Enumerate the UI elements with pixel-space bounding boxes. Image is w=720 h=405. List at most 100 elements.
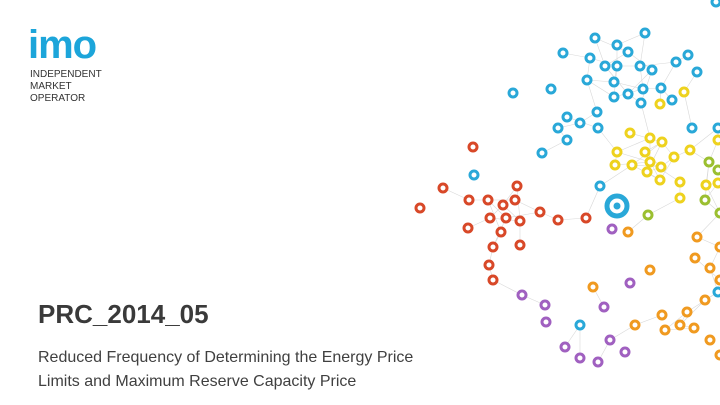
network-node (654, 98, 666, 110)
network-node (639, 27, 651, 39)
network-node (703, 156, 715, 168)
network-node (712, 177, 720, 189)
network-node (437, 182, 449, 194)
network-node (656, 309, 668, 321)
network-node (644, 156, 656, 168)
network-node (483, 259, 495, 271)
network-node (659, 324, 671, 336)
network-node (514, 239, 526, 251)
network-node (674, 176, 686, 188)
network-link (696, 212, 720, 238)
network-node (691, 231, 703, 243)
network-node (704, 262, 716, 274)
network-node (622, 88, 634, 100)
network-node (608, 91, 620, 103)
network-node (545, 83, 557, 95)
network-node (580, 212, 592, 224)
subtitle-line: Limits and Maximum Reserve Capacity Pric… (38, 373, 356, 390)
network-node (599, 60, 611, 72)
network-node (670, 56, 682, 68)
network-node (629, 319, 641, 331)
network-node (682, 49, 694, 61)
network-node (606, 223, 618, 235)
network-node (587, 281, 599, 293)
network-node (598, 301, 610, 313)
network-node (666, 94, 678, 106)
network-node (581, 74, 593, 86)
network-node (644, 264, 656, 276)
network-node (622, 226, 634, 238)
network-link (585, 185, 601, 219)
network-node (608, 76, 620, 88)
network-node (534, 206, 546, 218)
network-node (655, 82, 667, 94)
network-node (655, 161, 667, 173)
network-node (637, 83, 649, 95)
network-node (611, 39, 623, 51)
network-node (714, 274, 720, 286)
network-node (699, 194, 711, 206)
network-node (468, 169, 480, 181)
network-node (482, 194, 494, 206)
network-link (616, 137, 651, 153)
network-node (704, 334, 716, 346)
network-node (639, 146, 651, 158)
network-node (674, 192, 686, 204)
network-node (714, 207, 720, 219)
network-node (536, 147, 548, 159)
network-link (586, 79, 598, 113)
network-node (714, 241, 720, 253)
network-link (599, 164, 633, 187)
logo-text: INDEPENDENT (30, 69, 102, 80)
network-node (487, 241, 499, 253)
slide-title: PRC_2014_05 (38, 299, 209, 329)
network-node (712, 286, 720, 298)
network-hub-dot (613, 202, 621, 210)
network-node (622, 46, 634, 58)
network-node (561, 111, 573, 123)
network-node (635, 97, 647, 109)
network-node (463, 194, 475, 206)
network-node (624, 277, 636, 289)
network-node (516, 289, 528, 301)
network-node (699, 294, 711, 306)
network-node (634, 60, 646, 72)
network-node (514, 215, 526, 227)
network-node (561, 134, 573, 146)
network-node (511, 180, 523, 192)
logo-text: OPERATOR (30, 93, 85, 104)
network-link (679, 299, 706, 326)
network-link (639, 61, 677, 67)
logo-mark: imo (28, 23, 96, 67)
network-node (681, 306, 693, 318)
network-node (552, 214, 564, 226)
network-node (584, 52, 596, 64)
network-link (640, 102, 651, 139)
network-node (712, 122, 720, 134)
network-node (594, 180, 606, 192)
network-node (624, 127, 636, 139)
logo-text: MARKET (30, 81, 72, 92)
network-node (619, 346, 631, 358)
network-node (592, 356, 604, 368)
network-node (574, 319, 586, 331)
network-node (592, 122, 604, 134)
network-node (574, 117, 586, 129)
network-node (689, 252, 701, 264)
network-node (700, 179, 712, 191)
network-node (557, 47, 569, 59)
network-node (540, 316, 552, 328)
network-node (626, 159, 638, 171)
network-node (559, 341, 571, 353)
network-link (616, 151, 651, 163)
network-node (487, 274, 499, 286)
network-node (691, 66, 703, 78)
network-node (609, 159, 621, 171)
network-node (641, 166, 653, 178)
network-node (484, 212, 496, 224)
network-node (467, 141, 479, 153)
network-node (552, 122, 564, 134)
network-node (674, 319, 686, 331)
network-node (539, 299, 551, 311)
